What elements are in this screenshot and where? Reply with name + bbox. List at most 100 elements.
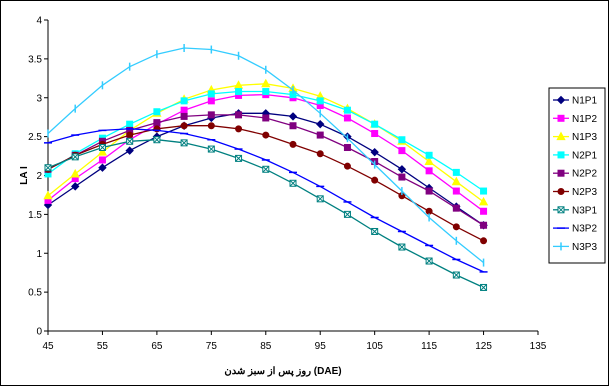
data-point-n2p2 [289, 122, 297, 130]
data-point-n2p3 [480, 237, 488, 245]
legend-item-n3p2: N3P2 [553, 224, 597, 235]
legend-label: N3P3 [572, 242, 597, 253]
data-point-n3p1 [425, 257, 433, 265]
legend-label: N2P3 [572, 187, 597, 198]
data-point-n2p3 [235, 125, 243, 133]
data-point-n2p1 [207, 90, 215, 98]
legend-item-n1p2: N1P2 [553, 114, 597, 125]
y-tick-label: 1 [36, 249, 42, 260]
data-point-n2p3 [289, 140, 297, 148]
data-point-n1p1 [397, 165, 407, 174]
data-point-n2p2 [153, 119, 161, 127]
marker-cross [425, 257, 433, 265]
marker-cross [207, 145, 215, 153]
legend-swatch-marker [557, 206, 565, 214]
x-axis-label: روز پس از سبز شدن (DAE) [224, 366, 341, 377]
data-point-n3p1 [126, 137, 134, 145]
data-point-n1p1 [370, 147, 379, 157]
data-point-n2p1 [180, 97, 188, 105]
data-point-n1p3 [70, 168, 80, 178]
x-tick-label: 115 [421, 341, 437, 352]
data-point-n2p3 [343, 162, 351, 170]
y-tick-label: 4 [36, 16, 42, 27]
data-point-n2p1 [425, 151, 433, 159]
series-n3p1 [44, 136, 488, 291]
data-point-n2p3 [371, 176, 379, 184]
series-line-n1p3 [47, 83, 484, 203]
y-tick-label: 2.5 [28, 132, 42, 143]
legend-label: N2P2 [572, 169, 597, 180]
legend-item-n1p1: N1P1 [553, 96, 597, 107]
marker-cross [289, 179, 297, 187]
data-point-n2p1 [480, 187, 488, 195]
y-tick-label: 2 [36, 171, 42, 182]
data-point-n1p3 [43, 190, 53, 200]
data-point-n3p1 [44, 164, 52, 172]
data-point-n3p1 [235, 154, 243, 162]
x-tick-label: 65 [151, 341, 163, 352]
data-point-n1p1 [316, 119, 325, 129]
series-n2p3 [44, 122, 488, 245]
legend-item-n1p3: N1P3 [553, 131, 597, 143]
legend-swatch-marker [557, 188, 565, 195]
data-point-n2p2 [316, 131, 324, 139]
data-point-n2p1 [126, 120, 134, 128]
data-point-n1p2 [207, 97, 215, 105]
marker-cross [126, 137, 134, 145]
legend-label: N1P2 [572, 114, 597, 125]
data-point-n1p3 [97, 147, 108, 156]
marker-cross [452, 271, 460, 279]
data-point-n3p1 [71, 153, 79, 161]
data-point-n2p2 [343, 144, 351, 152]
data-point-n2p2 [262, 114, 270, 122]
data-point-n1p3 [424, 156, 434, 166]
data-point-n1p2 [343, 114, 351, 122]
x-tick-label: 95 [315, 341, 327, 352]
data-point-n1p1 [98, 163, 107, 172]
y-tick-label: 0.5 [28, 288, 42, 299]
data-point-n1p2 [480, 207, 488, 215]
data-point-n1p1 [71, 182, 80, 191]
legend-item-n2p3: N2P3 [553, 187, 597, 198]
legend-item-n3p1: N3P1 [553, 205, 597, 216]
data-point-n3p1 [343, 210, 351, 218]
marker-cross [44, 164, 52, 172]
y-axis-label: LA I [19, 166, 30, 185]
data-point-n1p3 [261, 78, 271, 88]
marker-cross [344, 211, 351, 218]
data-point-n2p2 [480, 221, 488, 229]
data-point-n2p1 [235, 88, 243, 96]
series-n2p2 [44, 111, 488, 229]
marker-cross [99, 144, 106, 151]
data-point-n3p1 [153, 136, 161, 144]
series-n2p1 [44, 88, 488, 195]
marker-cross [371, 228, 379, 235]
data-point-n1p2 [98, 156, 106, 164]
marker-cross [557, 206, 565, 214]
data-point-n2p2 [180, 112, 188, 120]
series-n3p2 [44, 128, 488, 273]
data-point-n3p1 [180, 139, 188, 147]
series-layer [43, 43, 489, 291]
series-line-n3p1 [47, 139, 484, 289]
legend-label: N2P1 [572, 150, 597, 161]
marker-cross [398, 243, 406, 251]
data-point-n1p2 [452, 187, 460, 195]
data-point-n2p1 [262, 88, 270, 96]
marker-cross [180, 139, 188, 147]
data-point-n2p3 [425, 207, 433, 215]
legend-swatch-marker [557, 114, 565, 122]
series-line-n3p2 [47, 128, 484, 273]
data-point-n1p3 [451, 176, 461, 186]
data-point-n1p1 [125, 146, 134, 155]
x-tick-label: 105 [366, 341, 383, 352]
data-point-n3p1 [289, 179, 297, 187]
marker-cross [480, 284, 487, 291]
data-point-n1p2 [180, 106, 188, 114]
data-point-n2p2 [207, 111, 215, 119]
x-tick-label: 45 [42, 341, 54, 352]
marker-cross [153, 136, 161, 144]
x-tick-label: 135 [530, 341, 547, 352]
